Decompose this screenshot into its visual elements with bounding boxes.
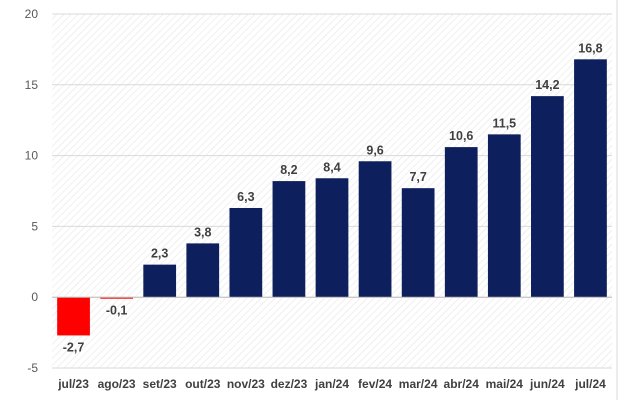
x-tick-label: fev/24 xyxy=(358,377,392,391)
bar-dez-23 xyxy=(272,181,306,298)
y-tick-label: 5 xyxy=(31,219,38,233)
data-label: 6,3 xyxy=(237,190,254,204)
bar-nov-23 xyxy=(229,207,263,298)
data-label: 9,6 xyxy=(366,143,383,157)
bar-jun-24 xyxy=(531,96,564,298)
data-label: -2,7 xyxy=(63,340,85,354)
bar-ago-23 xyxy=(100,297,133,299)
x-axis: jul/23 ago/23 set/23 out/23 nov/23 dez/23 jan/… xyxy=(57,377,606,391)
x-tick-label: mai/24 xyxy=(486,377,524,391)
bar-jul-23 xyxy=(57,297,90,336)
y-axis: -5 0 5 10 15 20 xyxy=(25,7,39,375)
bar-abr-24 xyxy=(444,147,478,298)
data-label: 8,2 xyxy=(280,163,297,177)
data-label: 16,8 xyxy=(578,41,602,55)
x-tick-label: jul/23 xyxy=(57,377,89,391)
data-label: 11,5 xyxy=(492,116,516,130)
data-label: 7,7 xyxy=(409,170,426,184)
x-tick-label: jul/24 xyxy=(574,377,606,391)
data-label: 10,6 xyxy=(449,129,473,143)
data-labels: -2,7 -0,1 2,3 3,8 6,3 8,2 8,4 9,6 7,7 10,6 11,5 14,… xyxy=(63,41,603,354)
x-tick-label: dez/23 xyxy=(271,377,308,391)
data-label: -0,1 xyxy=(106,304,128,318)
x-tick-label: out/23 xyxy=(185,377,221,391)
data-label: 14,2 xyxy=(535,78,559,92)
bar-mar-24 xyxy=(401,188,435,298)
y-tick-label: 15 xyxy=(25,78,39,92)
data-label: 3,8 xyxy=(194,225,211,239)
bar-jan-24 xyxy=(315,178,349,298)
y-tick-label: 0 xyxy=(31,290,38,304)
y-tick-label: -5 xyxy=(27,361,38,375)
bar-jul-24 xyxy=(574,59,607,298)
x-tick-label: jun/24 xyxy=(529,377,565,391)
y-tick-label: 10 xyxy=(25,149,39,163)
data-label: 8,4 xyxy=(323,160,340,174)
x-tick-label: mar/24 xyxy=(399,377,438,391)
y-tick-label: 20 xyxy=(25,7,39,21)
x-tick-label: ago/23 xyxy=(98,377,136,391)
x-tick-label: abr/24 xyxy=(444,377,480,391)
bar-mai-24 xyxy=(487,134,521,298)
bar-fev-24 xyxy=(358,161,392,298)
x-tick-label: set/23 xyxy=(143,377,177,391)
bar-set-23 xyxy=(143,264,177,298)
x-tick-label: nov/23 xyxy=(227,377,265,391)
data-label: 2,3 xyxy=(151,247,168,261)
bars xyxy=(57,59,607,336)
x-tick-label: jan/24 xyxy=(314,377,349,391)
bar-out-23 xyxy=(186,243,220,298)
